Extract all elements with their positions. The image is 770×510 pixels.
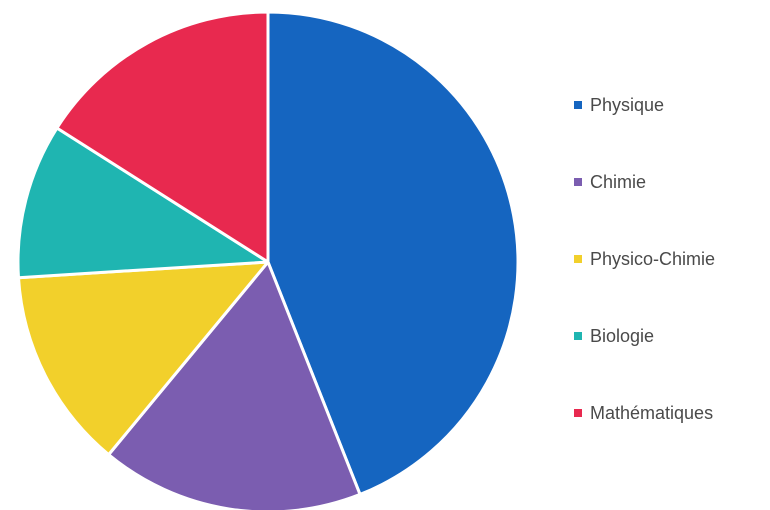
pie-slice-mathematiques <box>55 10 270 264</box>
legend: Physique Chimie Physico-Chimie Biologie … <box>574 90 715 428</box>
legend-item-physique: Physique <box>574 90 715 120</box>
legend-swatch-chimie <box>574 178 582 186</box>
pie-slice-physico-chimie <box>16 260 270 457</box>
legend-label-mathematiques: Mathématiques <box>590 402 714 423</box>
legend-swatch-biologie <box>574 332 582 340</box>
legend-label-biologie: Biologie <box>590 325 655 346</box>
pie-slice-biologie <box>16 126 270 280</box>
pie-slice-chimie <box>107 260 362 510</box>
legend-label-chimie: Chimie <box>590 171 647 192</box>
legend-item-physico-chimie: Physico-Chimie <box>574 244 715 274</box>
legend-swatch-physico-chimie <box>574 255 582 263</box>
legend-label-physico-chimie: Physico-Chimie <box>590 248 716 269</box>
pie-slice-physique <box>266 10 520 496</box>
legend-swatch-mathematiques <box>574 409 582 417</box>
pie-chart <box>16 10 520 510</box>
legend-swatch-physique <box>574 101 582 109</box>
legend-item-biologie: Biologie <box>574 321 715 351</box>
legend-label-physique: Physique <box>590 94 665 115</box>
legend-item-mathematiques: Mathématiques <box>574 398 715 428</box>
legend-item-chimie: Chimie <box>574 167 715 197</box>
